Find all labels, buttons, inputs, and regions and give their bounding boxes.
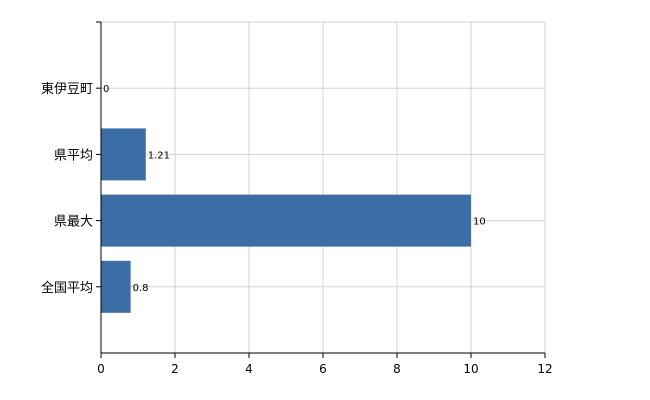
x-tick-label: 0	[97, 362, 105, 376]
x-tick-label: 10	[463, 362, 478, 376]
data-label: 0.8	[133, 283, 149, 294]
bar	[101, 260, 131, 313]
bar	[101, 194, 471, 247]
data-label: 0	[103, 84, 109, 95]
labels: 0 2 4 6 8 10 12 東伊豆町 0 県平均 1.21 県最大 10 全国平均 0.8	[41, 81, 553, 376]
x-tick-label: 2	[171, 362, 179, 376]
category-label: 東伊豆町	[41, 81, 93, 97]
data-label: 10	[473, 217, 486, 228]
category-label: 全国平均	[41, 280, 93, 296]
x-tick-label: 6	[319, 362, 327, 376]
bars	[101, 128, 471, 313]
category-label: 県平均	[54, 148, 93, 163]
bar	[101, 128, 146, 181]
data-label: 1.21	[148, 150, 170, 161]
grid	[101, 21, 546, 353]
x-tick-label: 8	[393, 362, 401, 376]
axes	[96, 21, 546, 358]
category-label: 県最大	[54, 215, 93, 230]
x-tick-label: 12	[537, 362, 552, 376]
x-tick-label: 4	[245, 362, 253, 376]
